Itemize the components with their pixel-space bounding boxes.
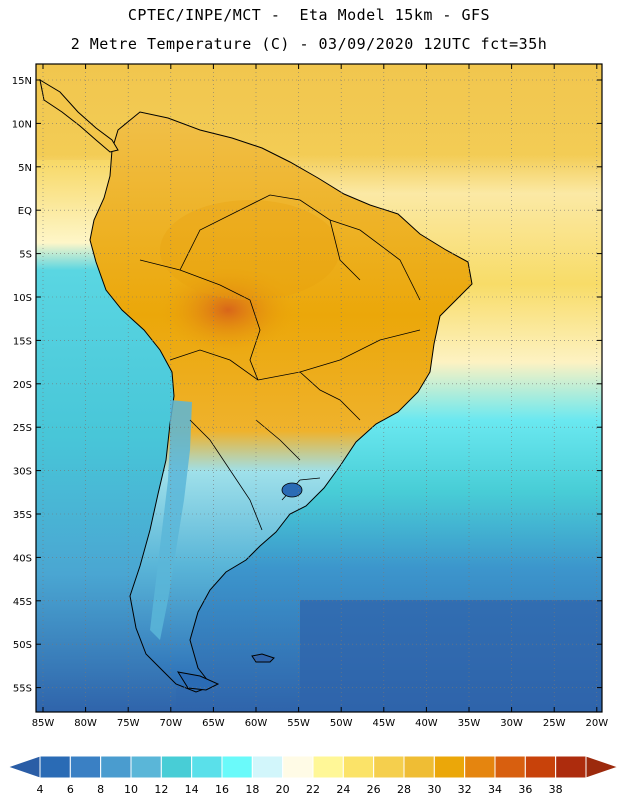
colorbar-swatch [433,755,466,779]
colorbar-label: 26 [367,783,381,796]
lon-tick-label: 80W [74,718,97,729]
map-frame [35,63,603,713]
lon-tick-label: 70W [159,718,182,729]
colorbar-swatch [464,755,496,779]
hot-interior-region [158,264,298,356]
lat-tick-label: 15S [13,336,32,347]
colorbar-label: 6 [67,783,74,796]
lon-tick-label: 50W [330,718,353,729]
map-gridlines [36,64,602,712]
lon-tick-label: 25W [543,718,566,729]
amazon-warm-region [160,200,340,300]
colorbar-swatch [312,755,344,779]
chart-title-line-2: 2 Metre Temperature (C) - 03/09/2020 12U… [70,35,548,53]
lat-tick-label: 10S [13,293,32,304]
colorbar-label: 14 [185,783,199,796]
lon-tick-label: 65W [202,718,225,729]
lon-tick-label: 60W [245,718,268,729]
lon-tick-label: 30W [500,718,523,729]
tierra-del-fuego [176,671,220,691]
colorbar-label: 20 [276,783,290,796]
colorbar-swatch [555,755,587,779]
colorbar-label: 12 [154,783,168,796]
lon-tick-label: 75W [117,718,140,729]
colorbar-swatch [342,755,375,779]
lon-tick-label: 45W [372,718,395,729]
colorbar-swatch [373,755,405,779]
lon-tick-label: 55W [287,718,310,729]
lat-tick-label: 20S [13,380,32,391]
central-america-landmass [39,78,119,153]
colorbar-swatch [191,755,223,779]
colorbar-label: 18 [245,783,259,796]
colorbar-label: 30 [427,783,441,796]
colorbar-swatch [282,755,314,779]
lat-tick-label: 5N [18,163,32,174]
colorbar-swatch [524,755,557,779]
lat-tick-label: 55S [13,684,32,695]
colorbar-swatch [251,755,284,779]
lat-tick-label: 30S [13,467,32,478]
colorbar-label: 36 [518,783,532,796]
colorbar-swatch [39,755,71,779]
colorbar-swatch [130,755,162,779]
colorbar-label: 38 [549,783,563,796]
colorbar-label: 16 [215,783,229,796]
colorbar-label: 34 [488,783,502,796]
lat-tick-label: 5S [19,250,32,261]
colorbar-low-arrow [6,755,41,779]
lon-tick-label: 85W [32,718,55,729]
colorbar-label: 22 [306,783,320,796]
south-atlantic-cold-field [300,600,602,712]
lat-tick-label: 45S [13,597,32,608]
lat-tick-label: 50S [13,640,32,651]
colorbar-label: 24 [336,783,350,796]
colorbar-label: 32 [458,783,472,796]
lat-tick-label: 35S [13,510,32,521]
lat-tick-label: EQ [18,206,32,217]
south-america-landmass [89,111,473,693]
lat-tick-label: 40S [13,553,32,564]
colorbar-swatch [100,755,132,779]
colorbar-label: 10 [124,783,138,796]
colorbar-swatch [69,755,102,779]
latitude-axis: 15N 10N 5N EQ 5S 10S 15S 20S 25S 30S 35S 40S 45S 50S 5… [12,76,602,695]
chart-title-line-1: CPTEC/INPE/MCT - Eta Model 15km - GFS [127,6,491,24]
colorbar-swatch [494,755,526,779]
colorbar-label: 28 [397,783,411,796]
colorbar: 4 6 8 10 12 14 16 18 20 22 24 26 28 30 32 34 36 38 [6,755,618,796]
colorbar-label: 8 [97,783,104,796]
lat-tick-label: 25S [13,423,32,434]
colorbar-label: 4 [37,783,44,796]
lat-tick-label: 15N [12,76,32,87]
colorbar-swatch [160,755,193,779]
lon-tick-label: 35W [458,718,481,729]
lat-tick-label: 10N [12,119,32,130]
longitude-axis: 85W 80W 75W 70W 65W 60W 55W 50W 45W 40W 35W 30W 25W 2… [32,64,608,729]
falkland-islands [251,653,275,663]
colorbar-swatch [221,755,253,779]
colorbar-swatch [403,755,435,779]
map-area [36,64,602,712]
colorbar-high-arrow [585,755,618,779]
lagoa-dos-patos [281,482,303,498]
lon-tick-label: 40W [415,718,438,729]
lon-tick-label: 20W [585,718,608,729]
